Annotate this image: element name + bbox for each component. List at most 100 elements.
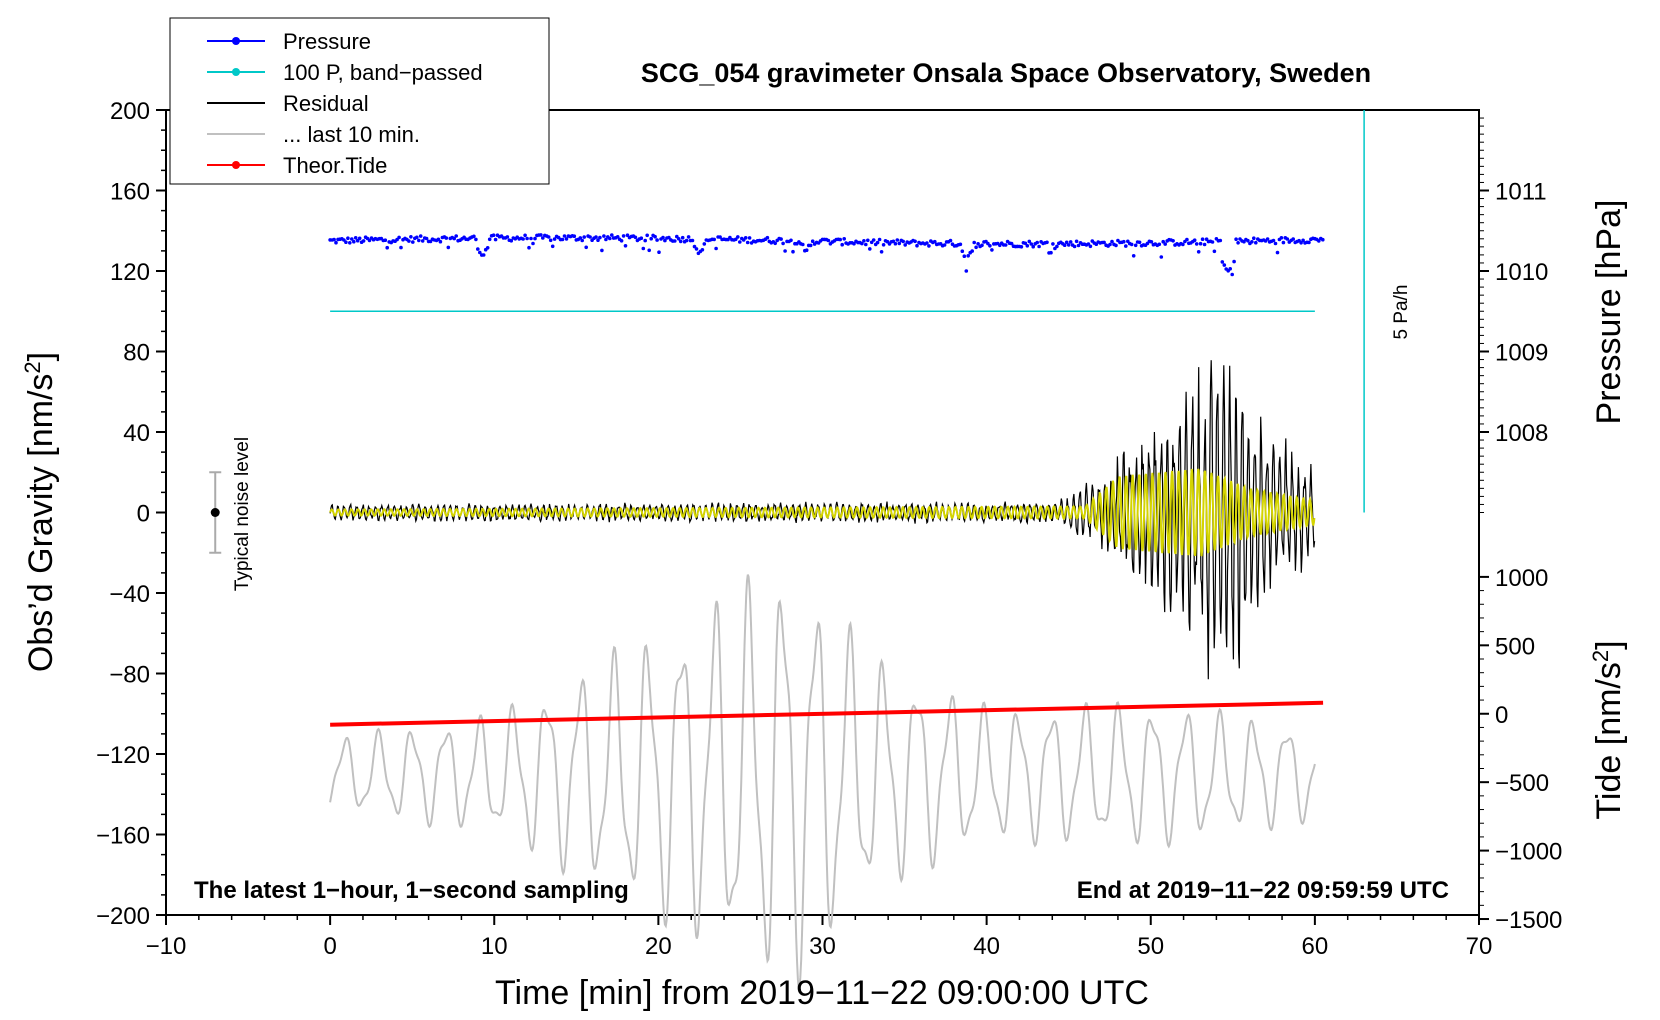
pressure-point [643,238,647,243]
x-tick-label: 40 [973,933,1000,960]
y-tick-label: 120 [110,259,150,286]
pressure-point [598,235,602,240]
y-axis-title-close: ] [22,352,60,361]
pressure-point [842,237,846,241]
pressure-point [647,248,651,253]
pressure-point [690,238,695,243]
pressure-point [976,242,980,246]
pressure-point [521,237,525,241]
pressure-point [588,235,592,239]
pressure-point [411,240,415,244]
pressure-point [493,237,498,242]
pressure-point [523,233,527,238]
pressure-point [1222,263,1227,267]
pressure-point [1064,240,1069,245]
pressure-point [925,241,929,245]
pressure-point [415,235,419,240]
pressure-point [418,234,423,238]
pressure-point [765,235,770,240]
pressure-point [655,238,659,242]
pressure-point [789,238,793,243]
pressure-point [562,234,567,238]
x-tick-label: 70 [1466,933,1493,960]
pressure-point [686,235,691,239]
x-tick-label: 50 [1137,933,1164,960]
pressure-point [424,236,429,241]
pressure-point [560,237,565,242]
y-tick-label: −120 [96,742,150,769]
y-tick-label: 160 [110,179,150,206]
pressure-point [970,249,974,253]
pressure-point [1159,255,1164,259]
pressure-point [702,242,707,246]
pressure-point [1029,242,1034,246]
pressure-point [476,247,480,251]
pressure-point [505,235,510,239]
pressure-point [980,243,984,248]
pressure-point [397,235,401,240]
pressure-point [714,246,718,251]
pressure-point [1035,240,1039,245]
pressure-point [895,238,900,242]
pressure-point [1228,267,1232,271]
pressure-point [633,235,638,240]
pressure-point [676,237,681,241]
rate-label: 5 Pa/h [1391,285,1412,340]
pressure-point [619,239,624,243]
residual-smoothed-line [329,468,1316,557]
tide-tick-label: 1000 [1495,565,1548,592]
pressure-point [913,239,917,244]
pressure-point [942,243,947,247]
pressure-point [1049,250,1053,255]
pressure-point [385,245,390,250]
pressure-point [346,236,350,240]
pressure-point [344,240,348,244]
pressure-point [1072,244,1077,249]
pressure-point [572,234,577,238]
pressure-point [539,233,543,237]
pressure-point [1232,259,1236,264]
pressure-point [1212,249,1217,254]
pressure-point [1076,243,1081,248]
pressure-point [454,234,459,238]
pressure-point [1265,237,1270,241]
pressure-point [893,241,898,246]
pressure-point [615,235,620,239]
pressure-point [1279,236,1284,240]
y-tick-label: 40 [123,420,150,447]
legend-label: ... last 10 min. [283,122,420,147]
legend: Pressure 100 P, band−passed Residual ... la… [169,17,550,185]
pressure-point [1281,240,1286,245]
pressure-point [1055,244,1059,249]
y-tick-label: −160 [96,823,150,850]
pressure-point [604,237,608,242]
pressure-point [738,240,742,244]
y-tick-label: 200 [110,98,150,125]
pressure-point [649,236,653,241]
legend-label: 100 P, band−passed [283,60,483,85]
x-tick-label: 20 [645,933,672,960]
pressure-point [1110,239,1114,244]
pressure-point [736,235,740,239]
pressure-point [1236,241,1240,245]
pressure-point [948,238,953,243]
pressure-point [1133,243,1138,248]
pressure-point [783,249,787,253]
pressure-point [1102,240,1106,245]
pressure-point [621,234,626,238]
pressure-point [860,241,864,246]
pressure-point [625,233,630,237]
pressure-point [580,238,584,243]
pressure-point [352,239,356,244]
pressure-point [901,239,905,244]
pressure-point [1129,242,1134,247]
pressure-point [1299,241,1303,245]
pressure-point [1171,239,1175,243]
pressure-point [1088,244,1093,249]
pressure-point [680,235,685,240]
noise-bar-center [210,508,220,517]
pressure-point [1051,242,1055,246]
pressure-point [417,238,421,243]
pressure-point [1045,240,1049,245]
